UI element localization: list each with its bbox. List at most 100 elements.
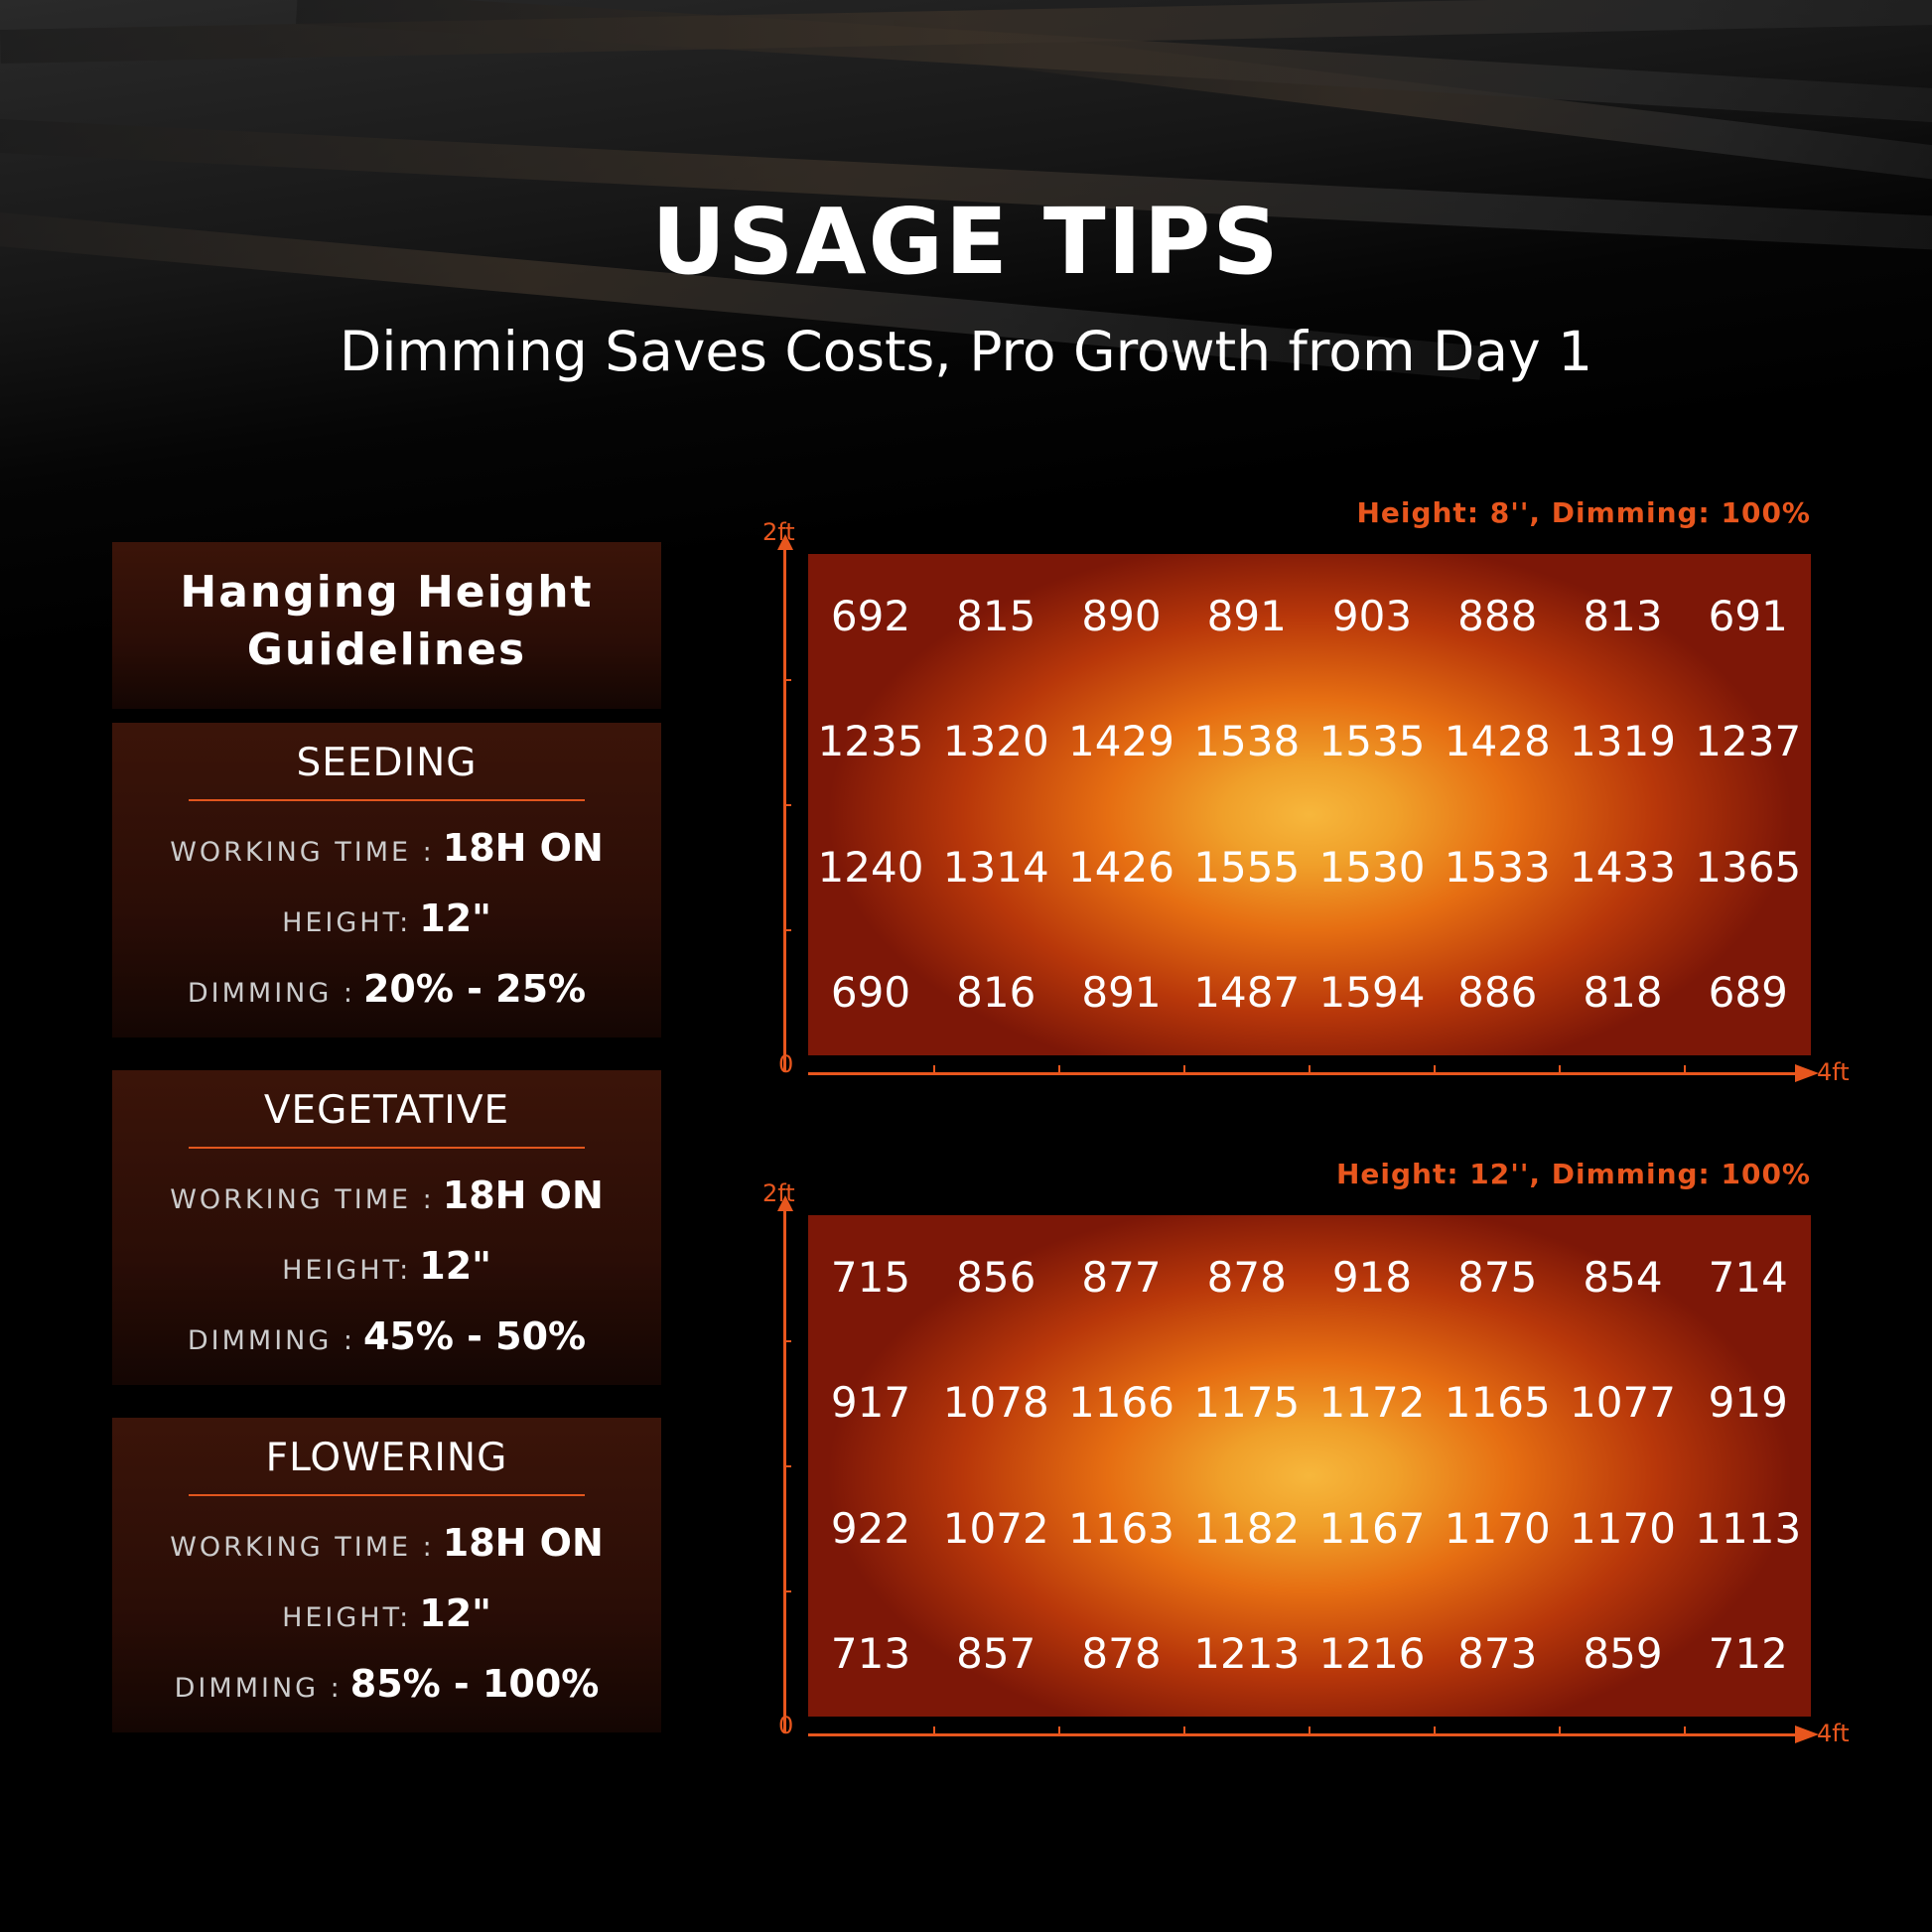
ppfd-value: 917 [830, 1378, 911, 1428]
ppfd-value: 1240 [817, 842, 924, 892]
stage-row: HEIGHT: 12" [112, 1241, 661, 1311]
ppfd-value: 1175 [1193, 1378, 1301, 1428]
ppfd-value: 878 [1081, 1628, 1162, 1678]
row-value: 45% - 50% [362, 1314, 587, 1358]
x-tick [1058, 1726, 1060, 1733]
ppfd-value: 1078 [942, 1378, 1049, 1428]
x-tick [1058, 1065, 1060, 1072]
ppfd-value: 1433 [1570, 842, 1676, 892]
ppfd-value: 888 [1457, 592, 1538, 640]
ppfd-value: 922 [830, 1503, 911, 1553]
stage-name: SEEDING [296, 741, 478, 785]
x-arrow [1795, 1725, 1819, 1743]
stage-rule [189, 1147, 585, 1149]
subtitle: Dimming Saves Costs, Pro Growth from Day… [339, 320, 1593, 383]
stage-row: HEIGHT: 12" [112, 894, 661, 964]
ppfd-value: 1530 [1318, 842, 1426, 892]
ppfd-value: 1166 [1068, 1378, 1174, 1428]
ppfd-value: 1320 [942, 717, 1049, 766]
stage-panel: FLOWERING WORKING TIME :18H ON HEIGHT: 12" D… [112, 1418, 661, 1732]
stage-rule [189, 1494, 585, 1496]
map-caption: Height: 8'', Dimming: 100% [1356, 496, 1811, 529]
y-tick [783, 1340, 791, 1342]
ppfd-value: 1235 [817, 717, 924, 766]
ppfd-value: 903 [1331, 592, 1413, 640]
y-arrow [777, 1195, 793, 1211]
ppfd-value: 1165 [1444, 1378, 1551, 1428]
ppfd-value: 1170 [1570, 1503, 1676, 1553]
origin-label: 0 [778, 1050, 794, 1078]
row-label: HEIGHT: [282, 907, 412, 938]
y-axis [783, 546, 786, 1072]
ppfd-value: 816 [956, 967, 1036, 1017]
ppfd-value: 891 [1206, 592, 1287, 640]
stage-name: FLOWERING [265, 1436, 508, 1480]
stage-row: DIMMING :20% - 25% [112, 964, 661, 1035]
ppfd-value: 715 [830, 1253, 911, 1302]
ppfd-value: 813 [1583, 592, 1663, 640]
ppfd-value: 713 [830, 1628, 911, 1678]
map-caption: Height: 12'', Dimming: 100% [1335, 1158, 1811, 1190]
row-label: DIMMING : [174, 1673, 343, 1704]
row-label: HEIGHT: [282, 1602, 412, 1633]
row-value: 20% - 25% [362, 967, 587, 1011]
y-axis [783, 1207, 786, 1733]
ppfd-value: 691 [1708, 592, 1788, 640]
x-axis [808, 1733, 1801, 1736]
ppfd-value: 878 [1206, 1253, 1287, 1302]
ppfd-value: 919 [1708, 1378, 1788, 1428]
x-tick [1183, 1065, 1185, 1072]
ppfd-value: 1319 [1570, 717, 1676, 766]
x-tick [1684, 1065, 1686, 1072]
ppfd-value: 1167 [1318, 1503, 1426, 1553]
ppfd-value: 1213 [1193, 1628, 1301, 1678]
ppfd-value: 890 [1081, 592, 1162, 640]
stage-name: VEGETATIVE [263, 1088, 510, 1133]
x-tick [933, 1065, 935, 1072]
ppfd-value: 1072 [942, 1503, 1049, 1553]
ppfd-value: 1077 [1570, 1378, 1676, 1428]
ppfd-value: 873 [1457, 1628, 1538, 1678]
ppfd-value: 918 [1331, 1253, 1413, 1302]
ppfd-value: 1428 [1444, 717, 1551, 766]
row-label: DIMMING : [187, 978, 355, 1009]
ppfd-value: 1555 [1193, 842, 1301, 892]
ppfd-value: 714 [1708, 1253, 1788, 1302]
ppfd-value: 1216 [1318, 1628, 1426, 1678]
row-value: 12" [419, 1591, 491, 1635]
ppfd-value: 692 [830, 592, 911, 640]
guide-title: Hanging Height Guidelines [180, 567, 594, 675]
stage-row: WORKING TIME :18H ON [112, 1518, 661, 1588]
ppfd-value: 854 [1583, 1253, 1663, 1302]
y-arrow [777, 534, 793, 550]
y-tick [783, 804, 791, 806]
row-label: WORKING TIME : [170, 1184, 435, 1215]
guide-header: Hanging Height Guidelines [112, 542, 661, 709]
ppfd-value: 877 [1081, 1253, 1162, 1302]
ppfd-value: 859 [1583, 1628, 1663, 1678]
x-end-label: 4ft [1817, 1720, 1850, 1747]
y-top-label: 2ft [762, 1179, 795, 1207]
ppfd-value: 1172 [1318, 1378, 1426, 1428]
heat-map: 715 856 877 878 918 875 854 714 917 1078 1166 1175 1… [808, 1215, 1811, 1717]
ppfd-value: 818 [1583, 967, 1663, 1017]
x-tick [1309, 1726, 1311, 1733]
row-label: HEIGHT: [282, 1255, 412, 1286]
x-tick [1559, 1065, 1561, 1072]
y-tick [783, 929, 791, 931]
stage-row: WORKING TIME :18H ON [112, 1171, 661, 1241]
stage-row: HEIGHT: 12" [112, 1588, 661, 1659]
y-tick [783, 679, 791, 681]
row-value: 18H ON [442, 826, 604, 870]
ppfd-value: 1365 [1695, 842, 1802, 892]
x-tick [1684, 1726, 1686, 1733]
stage-row: WORKING TIME :18H ON [112, 823, 661, 894]
x-tick [1434, 1065, 1436, 1072]
ppfd-value: 857 [956, 1628, 1036, 1678]
ppfd-value: 815 [956, 592, 1036, 640]
y-top-label: 2ft [762, 518, 795, 546]
ppfd-value: 1170 [1444, 1503, 1551, 1553]
row-value: 18H ON [442, 1173, 604, 1217]
ppfd-value: 712 [1708, 1628, 1788, 1678]
